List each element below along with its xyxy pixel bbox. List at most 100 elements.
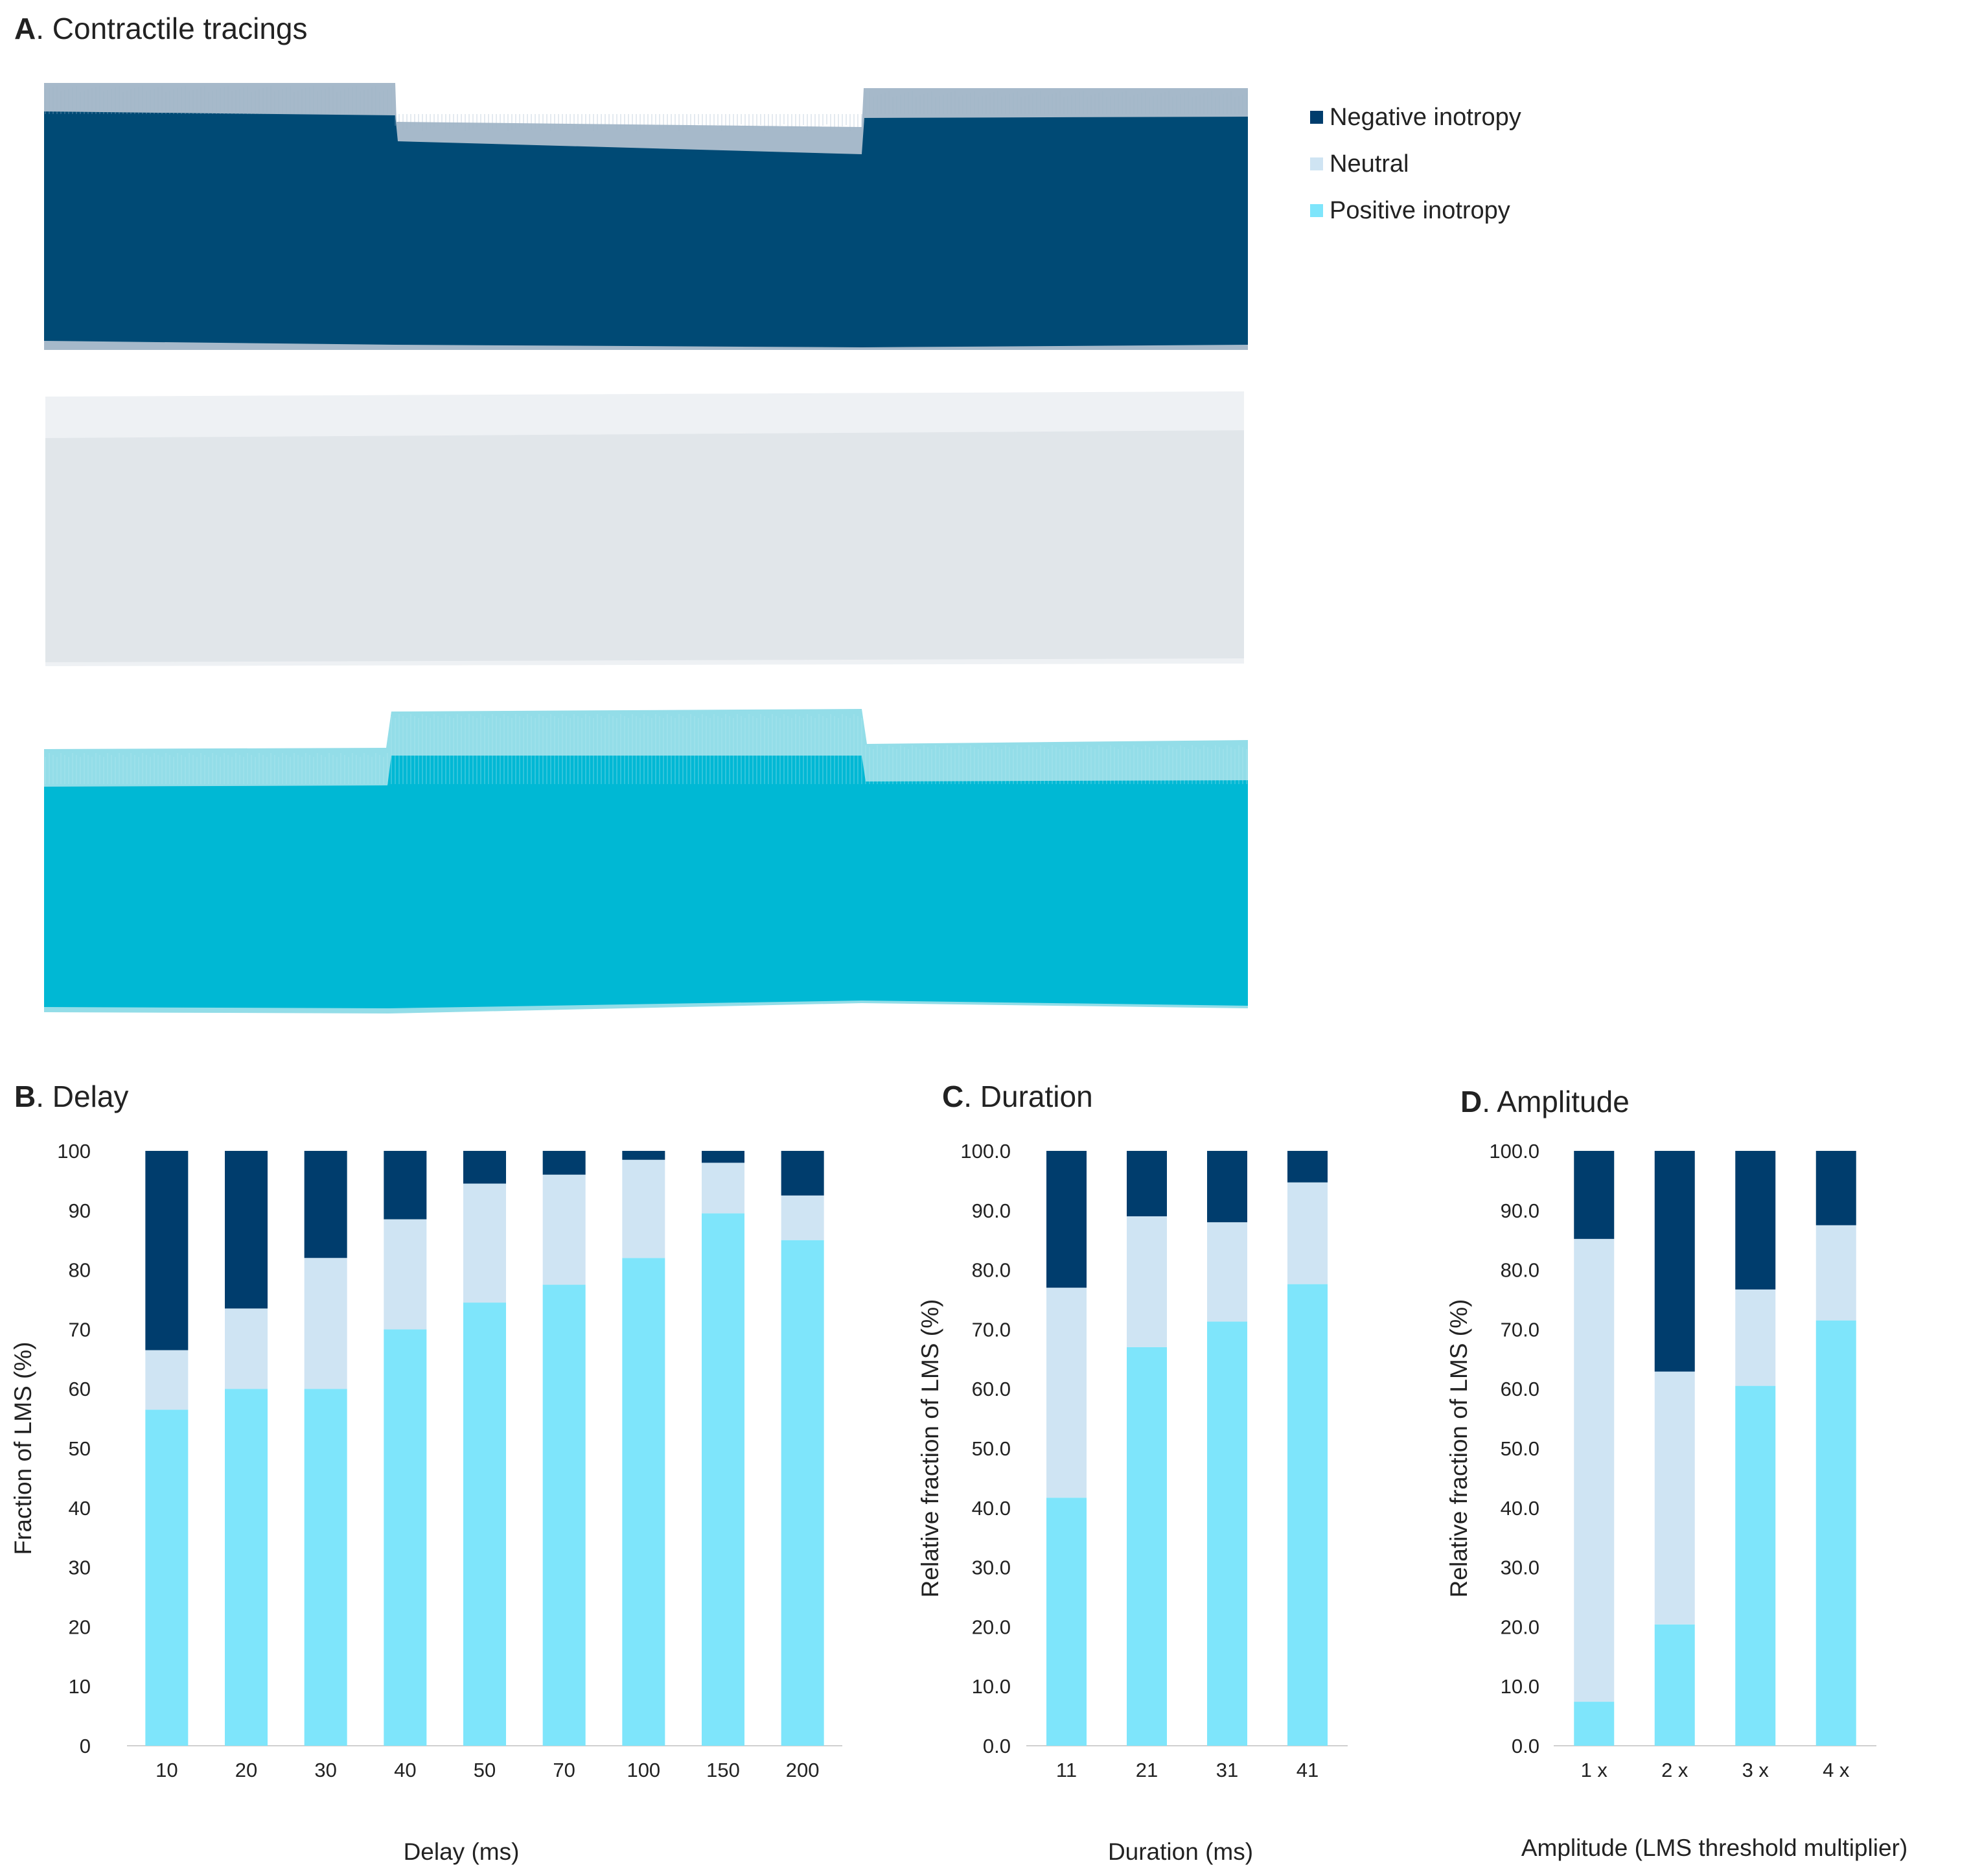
bar-segment-negative [1287, 1151, 1328, 1183]
y-tick-label: 20.0 [1501, 1615, 1539, 1638]
y-tick-label: 20 [69, 1615, 91, 1638]
bar-segment-neutral [1287, 1182, 1328, 1284]
y-tick-label: 70 [69, 1318, 91, 1341]
bar-segment-positive [1735, 1385, 1776, 1746]
y-tick-label: 10.0 [1501, 1675, 1539, 1698]
x-tick-label: 11 [1056, 1759, 1077, 1781]
x-axis-label: Duration (ms) [1108, 1838, 1253, 1865]
bar-segment-positive [1127, 1347, 1167, 1746]
bar-segment-negative [463, 1151, 506, 1184]
y-tick-label: 50.0 [1501, 1437, 1539, 1460]
legend-swatch-positive [1310, 204, 1323, 217]
legend-label-negative: Negative inotropy [1330, 104, 1521, 131]
bar-segment-negative [1046, 1151, 1087, 1288]
bar-segment-neutral [1046, 1288, 1087, 1498]
bar-segment-positive [1574, 1702, 1615, 1746]
y-tick-label: 100.0 [960, 1140, 1011, 1163]
y-tick-label: 90.0 [1501, 1199, 1539, 1222]
chart-duration: C. Duration 0.0 10.0 20.0 30.0 40.0 50.0 60.0 70… [917, 1080, 1348, 1865]
bar-segment-negative [542, 1151, 586, 1175]
tracing-negative-body [44, 111, 1248, 347]
y-tick-label: 30.0 [1501, 1557, 1539, 1579]
bar-segment-positive [384, 1329, 427, 1746]
bar-segment-negative [384, 1151, 427, 1220]
bar-segment-positive [1046, 1498, 1087, 1746]
legend-label-neutral: Neutral [1330, 150, 1409, 178]
x-tick-label: 3 x [1742, 1759, 1769, 1781]
bar-segment-negative [781, 1151, 824, 1196]
bar-segment-positive [1207, 1321, 1247, 1746]
y-axis-label: Fraction of LMS (%) [10, 1342, 36, 1555]
y-tick-label: 30.0 [972, 1557, 1011, 1579]
x-axis-label: Amplitude (LMS threshold multiplier) [1521, 1835, 1907, 1861]
x-tick-label: 4 x [1823, 1759, 1850, 1781]
amplitude-title: D. Amplitude [1460, 1085, 1630, 1118]
x-tick-label: 31 [1216, 1759, 1238, 1781]
bar-segment-negative [1815, 1151, 1856, 1225]
bar-segment-positive [622, 1258, 665, 1746]
y-tick-label: 80.0 [1501, 1259, 1539, 1282]
y-tick-label: 0.0 [1512, 1735, 1539, 1757]
bar-segment-negative [1127, 1151, 1167, 1216]
bar-segment-neutral [1207, 1222, 1247, 1322]
bar-segment-neutral [542, 1174, 586, 1285]
bar-segment-neutral [225, 1308, 268, 1389]
tracing-positive-body [44, 756, 1248, 1008]
y-tick-label: 40 [69, 1497, 91, 1520]
bar-segment-positive [225, 1389, 268, 1746]
y-tick-label: 70.0 [972, 1318, 1011, 1341]
x-tick-label: 2 x [1661, 1759, 1688, 1781]
y-tick-label: 90.0 [972, 1199, 1011, 1222]
bar-segment-neutral [1654, 1371, 1695, 1625]
legend-swatch-negative [1310, 111, 1323, 124]
x-axis-label: Delay (ms) [404, 1838, 520, 1865]
y-axis-label: Relative fraction of LMS (%) [1446, 1299, 1472, 1598]
bar-segment-negative [1207, 1151, 1247, 1223]
x-tick-label: 1 x [1581, 1759, 1608, 1781]
bar-segment-neutral [1735, 1289, 1776, 1386]
y-tick-label: 80 [69, 1259, 91, 1282]
duration-title: C. Duration [942, 1080, 1093, 1113]
bar-segment-negative [622, 1151, 665, 1160]
y-tick-label: 50.0 [972, 1437, 1011, 1460]
x-tick-label: 40 [394, 1759, 416, 1781]
duration-title-text: . Duration [963, 1080, 1092, 1113]
tracing-neutral-body [45, 430, 1244, 662]
panel-a-letter: A [14, 12, 36, 45]
y-tick-label: 100.0 [1489, 1140, 1539, 1163]
bar-segment-negative [304, 1151, 347, 1258]
y-tick-label: 80.0 [972, 1259, 1011, 1282]
bar-segment-positive [304, 1389, 347, 1746]
bar-segment-negative [702, 1151, 744, 1163]
duration-title-letter: C [942, 1080, 963, 1113]
y-tick-label: 60.0 [972, 1378, 1011, 1400]
bar-segment-neutral [702, 1163, 744, 1214]
bar-segment-negative [145, 1151, 189, 1350]
bar-segment-neutral [304, 1258, 347, 1389]
y-tick-label: 70.0 [1501, 1318, 1539, 1341]
amplitude-title-text: . Amplitude [1482, 1085, 1630, 1118]
y-tick-label: 10.0 [972, 1675, 1011, 1698]
y-tick-label: 30 [69, 1557, 91, 1579]
y-tick-label: 50 [69, 1437, 91, 1460]
bar-segment-positive [145, 1409, 189, 1746]
bar-segment-neutral [145, 1350, 189, 1410]
x-tick-label: 150 [706, 1759, 740, 1781]
bar-segment-positive [1815, 1320, 1856, 1746]
x-tick-label: 10 [156, 1759, 178, 1781]
legend-label-positive: Positive inotropy [1330, 197, 1510, 224]
trace-pos-texture [45, 714, 1247, 784]
x-tick-label: 20 [235, 1759, 257, 1781]
bar-segment-positive [781, 1240, 824, 1746]
y-tick-label: 40.0 [972, 1497, 1011, 1520]
panel-a-title-text: . Contractile tracings [36, 12, 307, 45]
y-tick-label: 90 [69, 1199, 91, 1222]
y-tick-label: 100 [57, 1140, 91, 1163]
x-tick-label: 100 [627, 1759, 660, 1781]
trace-neg-texture [45, 86, 1247, 131]
bar-segment-neutral [384, 1219, 427, 1330]
delay-title: B. Delay [14, 1080, 128, 1113]
y-tick-label: 0.0 [983, 1735, 1011, 1757]
legend-swatch-neutral [1310, 157, 1323, 170]
